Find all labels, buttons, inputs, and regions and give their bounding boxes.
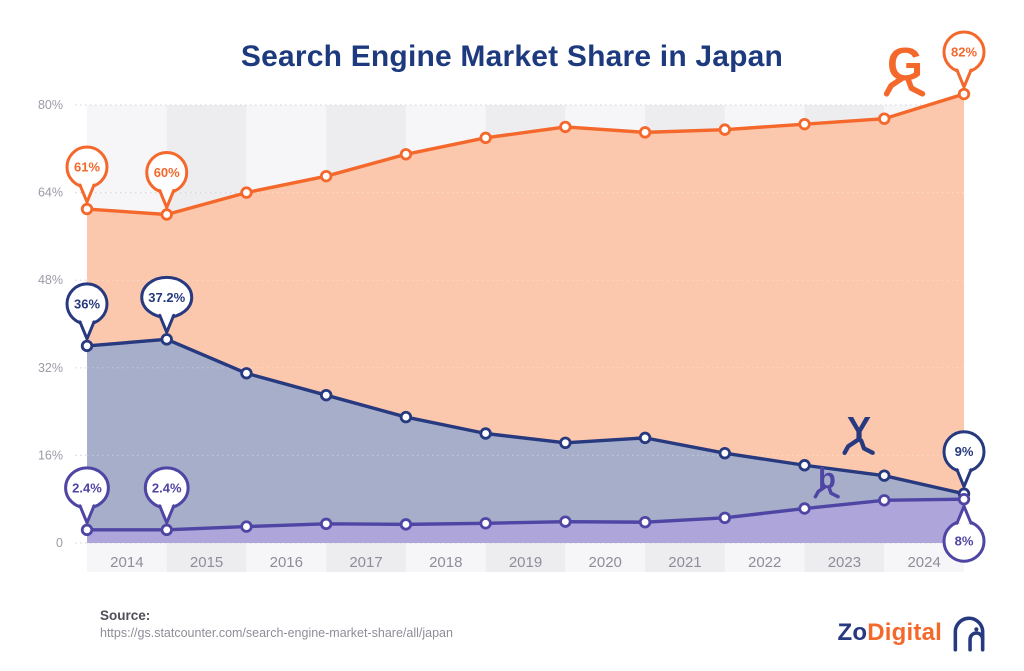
callout-tail [955,504,973,525]
callout-value: 2.4% [72,480,102,495]
callout-value: 82% [951,45,977,60]
google-point-marker [638,126,652,139]
callout-google-61: 61% [65,145,109,204]
y-axis-tick-32%: 32% [38,361,63,375]
google-point-marker [798,117,811,131]
callout-bing-24: 2.4% [64,466,110,525]
bing-point-marker [80,523,94,537]
callout-tail [78,504,96,525]
bing-point-marker [718,511,732,525]
x-axis-label-2023: 2023 [828,554,861,571]
y-axis-tick-0: 0 [56,536,63,550]
x-axis-label-2020: 2020 [589,554,622,571]
source-label: Source: [100,608,151,623]
x-axis-label-2019: 2019 [509,554,542,571]
callout-google-60: 60% [145,151,189,209]
bing-area [87,499,964,543]
x-axis-label-2021: 2021 [668,554,701,571]
y-axis-tick-48%: 48% [38,273,63,287]
bing-b-runner-icon-legs [813,485,840,499]
bing-point-marker [479,517,492,530]
yahoo-y-runner-icon-legs [842,438,875,455]
x-axis-label-2014: 2014 [110,554,143,571]
elephant-icon [953,616,985,652]
bing-line [87,497,965,532]
callout-yahoo-372: 37.2% [140,275,194,334]
bing-point-marker [559,515,572,528]
yahoo-point-marker [878,469,891,482]
bing-b-runner-icon: b [813,463,840,499]
google-point-marker [399,148,413,161]
yahoo-line [86,337,965,496]
google-point-marker [479,131,492,145]
google-point-marker [957,87,971,101]
bing-point-marker [638,515,652,529]
callout-tail [158,504,176,525]
google-point-marker [718,123,732,136]
source-block: Source: https://gs.statcounter.com/searc… [100,607,453,642]
yahoo-point-marker [240,367,253,380]
callout-tail [955,68,973,89]
zodigital-logo: ZoDigital [838,612,990,654]
callout-google-82: 82% [942,30,986,89]
callout-tail [955,468,973,489]
callout-bing-24: 2.4% [143,466,190,525]
yahoo-y-runner-icon: Y [842,409,875,455]
yahoo-point-marker [80,339,94,353]
source-url: https://gs.statcounter.com/search-engine… [100,626,453,641]
bing-point-marker [240,520,253,533]
bing-point-marker [399,518,413,531]
logo-text-digital: Digital [867,619,942,646]
callout-value: 9% [955,444,974,459]
yahoo-point-marker [160,333,173,346]
callout-tail [78,320,96,341]
x-axis-label-2015: 2015 [190,554,223,571]
callout-value: 37.2% [148,290,185,305]
callout-value: 36% [74,296,100,311]
yahoo-point-marker [559,436,572,450]
x-axis-label-2017: 2017 [349,554,382,571]
y-axis-tick-64%: 64% [38,186,63,200]
callout-tail [158,189,176,209]
google-line [86,92,965,217]
callout-tail [158,313,176,334]
yahoo-point-marker [798,459,811,472]
google-point-marker [319,169,333,183]
google-g-runner-icon: G [883,38,926,97]
callout-value: 8% [955,534,974,549]
x-axis-label-2022: 2022 [748,554,781,571]
yahoo-point-marker [718,447,732,460]
bing-point-marker [798,502,811,515]
google-g-runner-icon-legs [883,75,926,97]
logo-text-zo: Zo [837,619,868,646]
callout-bing-8: 8% [942,504,986,563]
google-point-marker [559,120,572,134]
yahoo-point-marker [638,431,652,445]
yahoo-point-marker [479,427,492,440]
callout-yahoo-36: 36% [65,282,109,341]
x-axis-label-2018: 2018 [429,554,462,571]
bing-point-marker [319,517,333,531]
callout-value: 2.4% [152,480,182,495]
callout-value: 61% [74,160,100,175]
chart-title: Search Engine Market Share in Japan [240,40,784,73]
bing-point-marker [878,494,891,507]
google-point-marker [80,202,94,216]
yahoo-point-marker [319,388,333,402]
callout-yahoo-9: 9% [942,430,986,489]
bing-point-marker [957,493,971,506]
callout-tail [78,183,96,204]
y-axis-tick-80%: 80% [38,98,63,112]
y-axis-tick-16%: 16% [38,448,63,462]
x-axis-label-2024: 2024 [907,554,940,571]
google-point-marker [878,112,891,125]
google-point-marker [160,208,173,221]
google-point-marker [240,186,253,199]
callout-value: 60% [154,165,180,180]
yahoo-point-marker [399,410,413,424]
bing-point-marker [160,523,173,537]
x-axis-label-2016: 2016 [270,554,303,571]
